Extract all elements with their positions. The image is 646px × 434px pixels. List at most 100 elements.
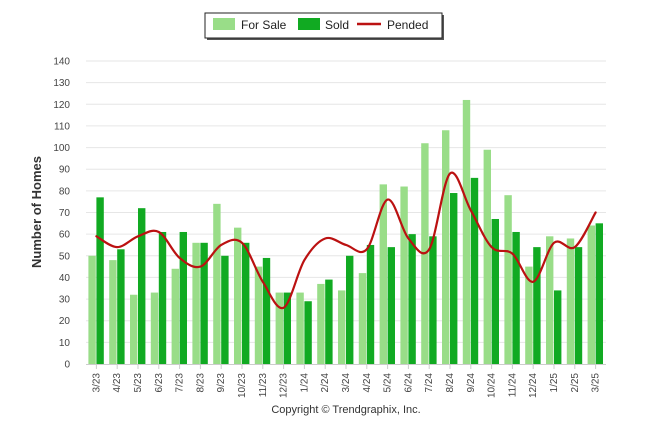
bar-for-sale: [88, 255, 96, 364]
x-tick-label: 11/23: [258, 373, 269, 398]
bar-for-sale: [546, 236, 554, 364]
bar-for-sale: [150, 292, 159, 364]
bar-sold: [262, 257, 271, 364]
x-tick-label: 10/23: [237, 373, 248, 398]
bar-for-sale: [400, 186, 408, 364]
legend: For Sale Sold Pended: [204, 12, 444, 40]
y-tick-label: 20: [59, 316, 71, 327]
legend-box: [204, 12, 443, 39]
x-tick-label: 2/25: [570, 373, 581, 393]
bar-for-sale: [192, 242, 200, 364]
bar-for-sale: [171, 268, 179, 364]
bars: [88, 99, 603, 364]
bar-for-sale: [338, 290, 346, 364]
x-tick-label: 12/23: [279, 373, 290, 398]
x-axis-ticks: 3/23 4/23 5/23 6/23 7/23 8/23 9/23 10/23 11/23 12…: [91, 364, 602, 398]
y-tick-label: 30: [59, 295, 71, 306]
y-axis-ticks: 0 10 20 30 40 50 60 70 80 90 100 110 120 130 140: [53, 57, 70, 371]
bar-sold: [138, 208, 146, 364]
bar-sold: [429, 236, 437, 364]
x-tick-label: 6/23: [154, 373, 165, 393]
x-tick-label: 11/24: [507, 373, 518, 398]
legend-swatch-sold: [298, 18, 320, 30]
bar-sold: [346, 255, 354, 364]
x-tick-label: 3/23: [91, 373, 102, 393]
bar-sold: [283, 292, 291, 364]
x-tick-label: 10/24: [487, 373, 498, 398]
x-tick-label: 5/23: [133, 373, 144, 393]
x-tick-label: 6/24: [403, 373, 414, 393]
bar-for-sale: [275, 292, 283, 364]
bar-for-sale: [130, 294, 138, 364]
y-tick-label: 0: [64, 360, 70, 371]
bar-sold: [179, 231, 187, 364]
bar-for-sale: [587, 225, 595, 364]
bar-sold: [366, 244, 375, 364]
y-tick-label: 70: [59, 208, 71, 219]
x-tick-label: 1/24: [299, 373, 310, 393]
bar-sold: [158, 231, 167, 364]
legend-label-for-sale: For Sale: [241, 18, 287, 32]
bar-for-sale: [442, 130, 450, 364]
y-tick-label: 90: [59, 165, 71, 176]
y-tick-label: 10: [59, 338, 71, 349]
x-tick-label: 8/24: [445, 373, 456, 393]
y-tick-label: 110: [54, 121, 70, 132]
bar-sold: [554, 290, 562, 364]
y-tick-label: 40: [59, 273, 71, 284]
y-tick-label: 100: [53, 143, 70, 154]
bar-for-sale: [504, 195, 512, 364]
bar-for-sale: [109, 260, 117, 364]
x-tick-label: 9/23: [216, 373, 227, 393]
y-tick-label: 50: [59, 251, 71, 262]
x-tick-label: 2/24: [320, 373, 331, 393]
bar-for-sale: [525, 266, 533, 364]
bar-sold: [117, 249, 125, 364]
y-axis-label: Number of Homes: [29, 156, 44, 268]
bar-sold: [96, 197, 104, 364]
y-tick-label: 130: [53, 78, 70, 89]
bar-for-sale: [317, 283, 325, 364]
x-tick-label: 5/24: [383, 373, 394, 393]
bar-sold: [491, 218, 499, 364]
bar-sold: [387, 247, 395, 364]
bar-for-sale: [566, 238, 575, 364]
x-tick-label: 9/24: [466, 373, 477, 393]
bar-sold: [304, 301, 312, 364]
pended-line: [95, 171, 597, 310]
bar-sold: [574, 247, 583, 364]
x-tick-label: 8/23: [195, 373, 206, 393]
bar-sold: [470, 177, 479, 364]
bar-for-sale: [254, 266, 263, 364]
y-tick-label: 80: [59, 186, 71, 197]
legend-label-sold: Sold: [325, 18, 349, 32]
bar-for-sale: [213, 203, 221, 364]
y-tick-label: 60: [59, 230, 71, 241]
bar-sold: [200, 242, 208, 364]
legend-label-pended: Pended: [387, 18, 428, 32]
legend-swatch-for-sale: [213, 18, 235, 30]
bar-sold: [533, 247, 541, 364]
bar-for-sale: [296, 292, 304, 364]
x-tick-label: 4/23: [112, 373, 123, 393]
copyright-credit: Copyright © Trendgraphix, Inc.: [271, 404, 420, 416]
bar-sold: [595, 223, 603, 364]
bar-sold: [221, 255, 229, 364]
x-tick-label: 7/24: [424, 373, 435, 393]
y-tick-label: 120: [53, 100, 70, 111]
bar-for-sale: [358, 273, 367, 364]
bar-sold: [408, 234, 416, 364]
bar-for-sale: [483, 149, 491, 364]
y-tick-label: 140: [53, 57, 70, 68]
bar-for-sale: [379, 184, 387, 364]
bar-for-sale: [462, 99, 471, 364]
x-tick-label: 1/25: [549, 373, 560, 393]
bar-sold: [450, 193, 458, 364]
bar-sold: [512, 231, 520, 364]
x-tick-label: 3/24: [341, 373, 352, 393]
x-tick-label: 12/24: [528, 373, 539, 398]
x-tick-label: 4/24: [362, 373, 373, 393]
bar-for-sale: [234, 227, 242, 364]
x-tick-label: 7/23: [175, 373, 186, 393]
